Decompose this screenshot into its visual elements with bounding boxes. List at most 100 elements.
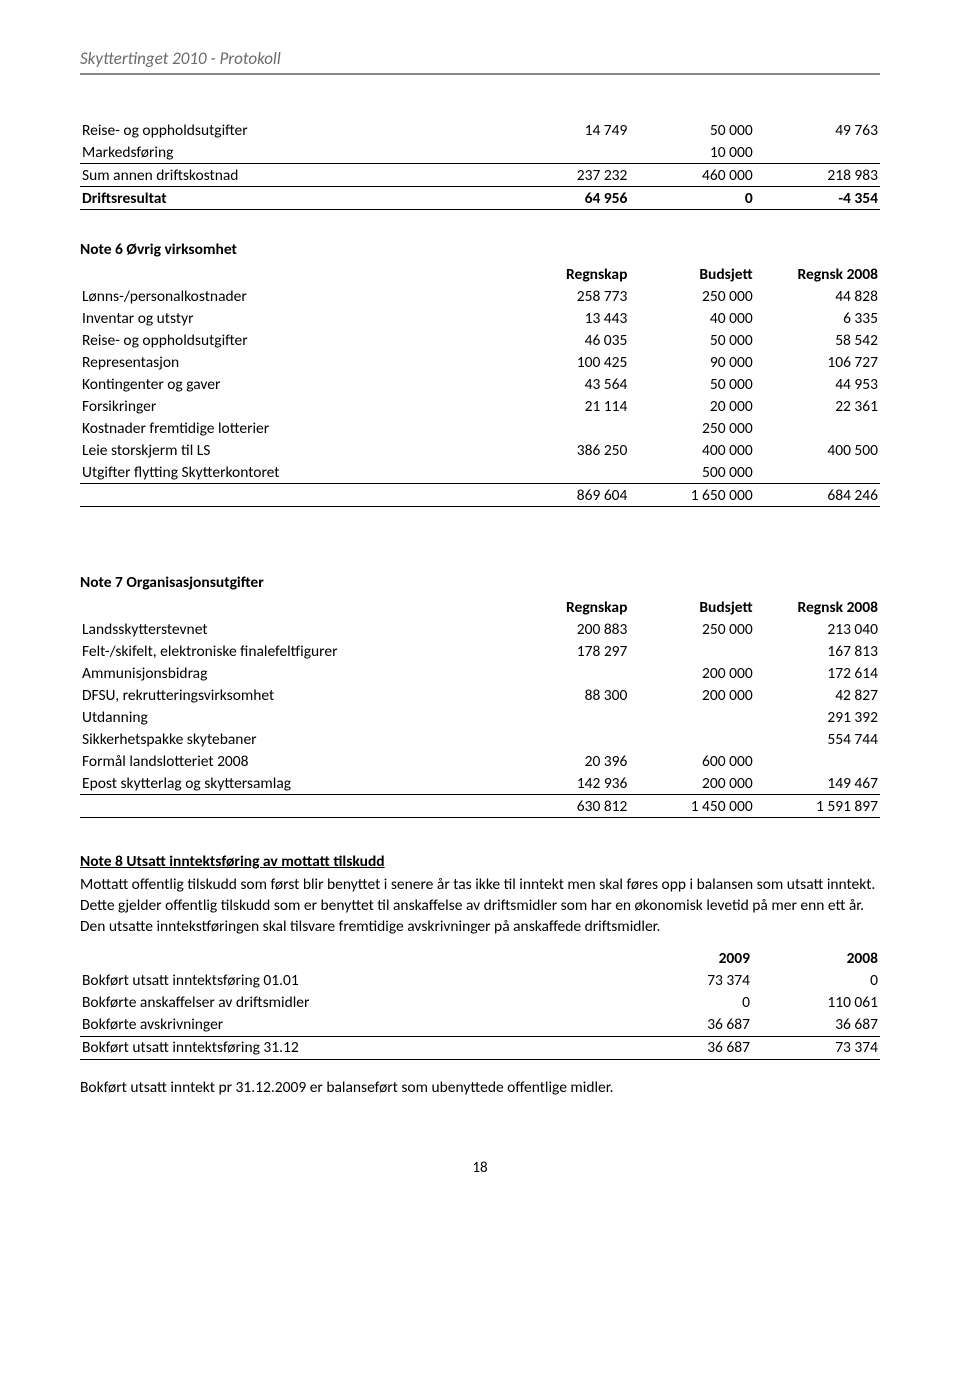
row-label: Forsikringer bbox=[80, 395, 504, 417]
row-label: Lønns-/personalkostnader bbox=[80, 285, 504, 307]
cell: 40 000 bbox=[629, 307, 754, 329]
table-row: Reise- og oppholdsutgifter 14 749 50 000… bbox=[80, 119, 880, 141]
cell: 149 467 bbox=[755, 772, 880, 795]
row-label: Felt-/skifelt, elektroniske finalefeltfi… bbox=[80, 640, 504, 662]
table-row: Inventar og utstyr13 44340 0006 335 bbox=[80, 307, 880, 329]
cell bbox=[504, 706, 629, 728]
col-head: Budsjett bbox=[629, 596, 754, 618]
cell bbox=[755, 141, 880, 164]
table-row-result: Driftsresultat 64 956 0 -4 354 bbox=[80, 187, 880, 210]
cell: 100 425 bbox=[504, 351, 629, 373]
row-label: Markedsføring bbox=[80, 141, 504, 164]
cell: 0 bbox=[629, 187, 754, 210]
head-blank bbox=[80, 596, 504, 618]
table-row: Utgifter flytting Skytterkontoret 500 000 bbox=[80, 461, 880, 484]
cell: 43 564 bbox=[504, 373, 629, 395]
table-row: Kontingenter og gaver43 56450 00044 953 bbox=[80, 373, 880, 395]
cell: 172 614 bbox=[755, 662, 880, 684]
cell: 58 542 bbox=[755, 329, 880, 351]
table-head: 2009 2008 bbox=[80, 948, 880, 970]
head-blank bbox=[80, 948, 624, 970]
page-container: Skyttertinget 2010 - Protokoll Reise- og… bbox=[0, 0, 960, 1237]
note8-table: 2009 2008 Bokført utsatt inntektsføring … bbox=[80, 948, 880, 1060]
cell: 460 000 bbox=[629, 164, 754, 187]
cell: 554 744 bbox=[755, 728, 880, 750]
cell: 200 883 bbox=[504, 618, 629, 640]
spacer bbox=[80, 517, 880, 543]
table-row-sum: Sum annen driftskostnad 237 232 460 000 … bbox=[80, 164, 880, 187]
table-row: Bokførte anskaffelser av driftsmidler011… bbox=[80, 992, 880, 1014]
row-label: Bokført utsatt inntektsføring 31.12 bbox=[80, 1036, 624, 1059]
row-label: Epost skytterlag og skyttersamlag bbox=[80, 772, 504, 795]
row-label: Utgifter flytting Skytterkontoret bbox=[80, 461, 504, 484]
row-label: Ammunisjonsbidrag bbox=[80, 662, 504, 684]
cell: 44 828 bbox=[755, 285, 880, 307]
cell: 218 983 bbox=[755, 164, 880, 187]
cell: 200 000 bbox=[629, 662, 754, 684]
table-head: Regnskap Budsjett Regnsk 2008 bbox=[80, 263, 880, 285]
cell: 600 000 bbox=[629, 750, 754, 772]
cell: 178 297 bbox=[504, 640, 629, 662]
cell bbox=[755, 461, 880, 484]
row-label: Bokført utsatt inntektsføring 01.01 bbox=[80, 970, 624, 992]
row-label: DFSU, rekrutteringsvirksomhet bbox=[80, 684, 504, 706]
col-head: Regnsk 2008 bbox=[755, 263, 880, 285]
table-row: DFSU, rekrutteringsvirksomhet88 300200 0… bbox=[80, 684, 880, 706]
row-label: Representasjon bbox=[80, 351, 504, 373]
cell: 142 936 bbox=[504, 772, 629, 795]
cell: 20 396 bbox=[504, 750, 629, 772]
cell: 22 361 bbox=[755, 395, 880, 417]
cell bbox=[755, 750, 880, 772]
cell: 14 749 bbox=[504, 119, 629, 141]
note7-table: Regnskap Budsjett Regnsk 2008 Landsskytt… bbox=[80, 596, 880, 818]
cell bbox=[504, 141, 629, 164]
row-label: Bokførte anskaffelser av driftsmidler bbox=[80, 992, 624, 1014]
table-row: Utdanning291 392 bbox=[80, 706, 880, 728]
cell bbox=[629, 728, 754, 750]
note8-footer: Bokført utsatt inntekt pr 31.12.2009 er … bbox=[80, 1078, 880, 1099]
header-title: Skyttertinget 2010 - Protokoll bbox=[80, 48, 281, 69]
cell: 1 650 000 bbox=[629, 484, 754, 507]
cell: 36 687 bbox=[752, 1014, 880, 1037]
col-head: Regnsk 2008 bbox=[755, 596, 880, 618]
cell: 46 035 bbox=[504, 329, 629, 351]
table-row: Forsikringer21 11420 00022 361 bbox=[80, 395, 880, 417]
table-head: Regnskap Budsjett Regnsk 2008 bbox=[80, 596, 880, 618]
cell: 44 953 bbox=[755, 373, 880, 395]
cell bbox=[629, 640, 754, 662]
row-label: Landsskytterstevnet bbox=[80, 618, 504, 640]
cell: 49 763 bbox=[755, 119, 880, 141]
cell: 200 000 bbox=[629, 684, 754, 706]
cell: 630 812 bbox=[504, 795, 629, 818]
cell bbox=[504, 662, 629, 684]
row-label: Bokførte avskrivninger bbox=[80, 1014, 624, 1037]
note8-title: Note 8 Utsatt inntektsføring av mottatt … bbox=[80, 852, 880, 871]
table-row-total: Bokført utsatt inntektsføring 31.12 36 6… bbox=[80, 1036, 880, 1059]
table-row: Bokførte avskrivninger36 68736 687 bbox=[80, 1014, 880, 1037]
row-label bbox=[80, 484, 504, 507]
table-row: Lønns-/personalkostnader258 773250 00044… bbox=[80, 285, 880, 307]
cell: 88 300 bbox=[504, 684, 629, 706]
table-row: Epost skytterlag og skyttersamlag142 936… bbox=[80, 772, 880, 795]
cell bbox=[504, 461, 629, 484]
cell: 167 813 bbox=[755, 640, 880, 662]
cell: 73 374 bbox=[752, 1036, 880, 1059]
table-row: Representasjon100 42590 000106 727 bbox=[80, 351, 880, 373]
row-label: Sikkerhetspakke skytebaner bbox=[80, 728, 504, 750]
cell: 869 604 bbox=[504, 484, 629, 507]
cell: 684 246 bbox=[755, 484, 880, 507]
cell: 106 727 bbox=[755, 351, 880, 373]
cell: 1 450 000 bbox=[629, 795, 754, 818]
cell: 250 000 bbox=[629, 417, 754, 439]
table-row: Landsskytterstevnet200 883250 000213 040 bbox=[80, 618, 880, 640]
cell: 500 000 bbox=[629, 461, 754, 484]
cell: 50 000 bbox=[629, 329, 754, 351]
row-label: Sum annen driftskostnad bbox=[80, 164, 504, 187]
note8-paragraph: Mottatt offentlig tilskudd som først bli… bbox=[80, 875, 880, 938]
head-blank bbox=[80, 263, 504, 285]
cell: 36 687 bbox=[624, 1014, 752, 1037]
note6-table: Regnskap Budsjett Regnsk 2008 Lønns-/per… bbox=[80, 263, 880, 507]
cell: 50 000 bbox=[629, 373, 754, 395]
table-row: Formål landslotteriet 200820 396600 000 bbox=[80, 750, 880, 772]
cell: 250 000 bbox=[629, 285, 754, 307]
